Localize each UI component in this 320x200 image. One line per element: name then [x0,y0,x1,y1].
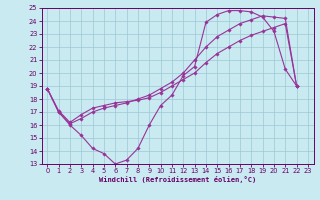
X-axis label: Windchill (Refroidissement éolien,°C): Windchill (Refroidissement éolien,°C) [99,176,256,183]
